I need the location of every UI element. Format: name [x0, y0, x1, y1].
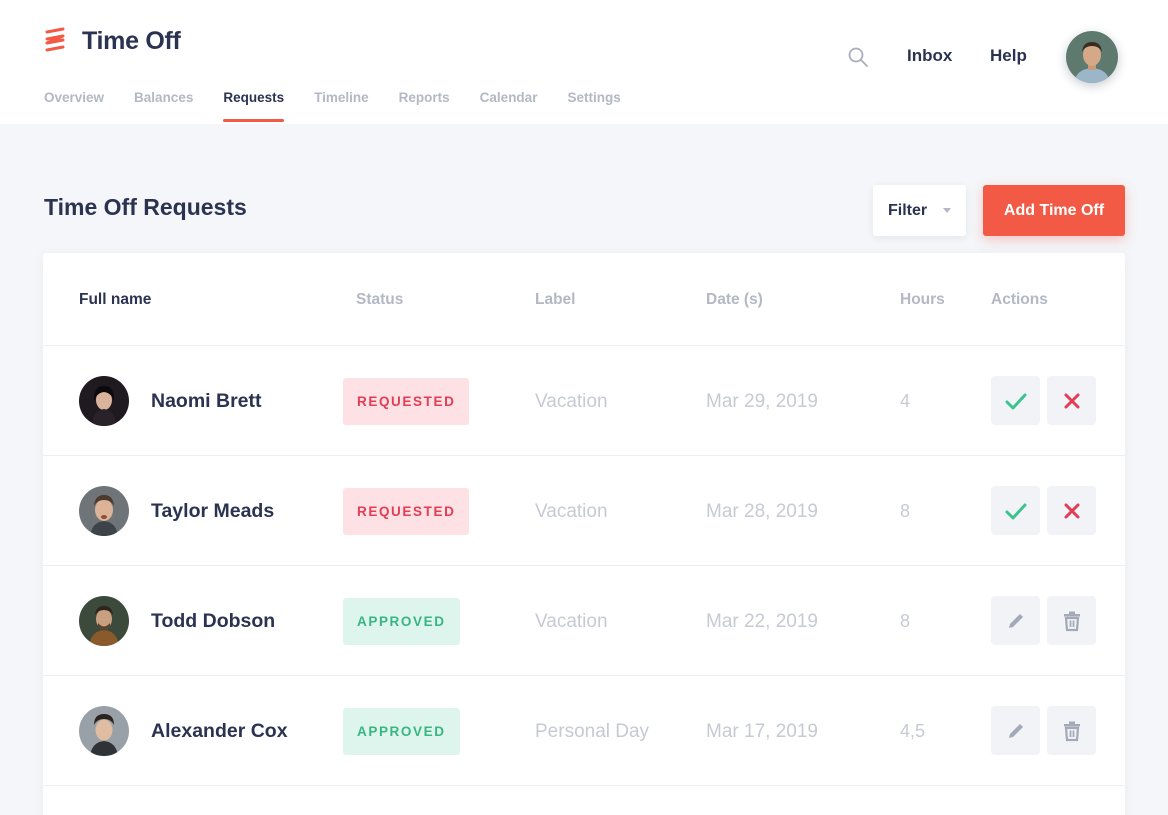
filter-button[interactable]: Filter — [873, 185, 966, 236]
close-icon — [1064, 393, 1079, 408]
filter-button-label: Filter — [888, 201, 928, 219]
tab-timeline[interactable]: Timeline — [314, 90, 369, 105]
row-hours: 4,5 — [900, 721, 926, 741]
avatar — [79, 706, 129, 756]
row-label: Personal Day — [535, 721, 650, 742]
reject-button[interactable] — [1047, 486, 1096, 535]
column-header-dates[interactable]: Date (s) — [706, 291, 763, 308]
column-header-status[interactable]: Status — [356, 291, 404, 308]
table-row[interactable]: Alexander Cox APPROVED Personal Day Mar … — [43, 675, 1125, 785]
close-icon — [1064, 503, 1079, 518]
app-title: Time Off — [82, 26, 181, 55]
status-badge: APPROVED — [343, 598, 460, 645]
approve-button[interactable] — [991, 486, 1040, 535]
checkmark-icon — [1005, 503, 1026, 519]
table-row[interactable]: Todd Dobson APPROVED Vacation Mar 22, 20… — [43, 565, 1125, 675]
row-label: Vacation — [535, 501, 608, 522]
tab-balances[interactable]: Balances — [134, 90, 194, 105]
edit-button[interactable] — [991, 706, 1040, 755]
requests-table: Full name Status Label Date (s) Hours Ac… — [43, 253, 1125, 815]
table-row[interactable]: Naomi Brett REQUESTED Vacation Mar 29, 2… — [43, 345, 1125, 455]
user-avatar-image — [1066, 31, 1118, 83]
row-label: Vacation — [535, 391, 608, 412]
page-title: Time Off Requests — [44, 194, 247, 220]
logo-mark-icon — [45, 27, 65, 52]
pencil-icon — [1008, 723, 1023, 738]
row-hours: 4 — [900, 391, 911, 411]
avatar — [79, 376, 129, 426]
help-link[interactable]: Help — [990, 46, 1027, 65]
tab-calendar[interactable]: Calendar — [479, 90, 538, 105]
inbox-link[interactable]: Inbox — [907, 46, 953, 65]
app-header: Time Off Overview Balances Requests Time… — [0, 0, 1168, 124]
trash-icon — [1063, 721, 1080, 741]
approve-button[interactable] — [991, 376, 1040, 425]
row-date: Mar 22, 2019 — [706, 611, 818, 632]
tab-overview[interactable]: Overview — [44, 90, 105, 105]
status-badge: REQUESTED — [343, 488, 470, 535]
tab-reports[interactable]: Reports — [398, 90, 450, 105]
user-avatar[interactable] — [1066, 31, 1118, 83]
reject-button[interactable] — [1047, 376, 1096, 425]
avatar — [79, 596, 129, 646]
pencil-icon — [1008, 613, 1023, 628]
row-date: Mar 28, 2019 — [706, 501, 818, 522]
row-full-name: Taylor Meads — [151, 500, 275, 522]
search-icon[interactable] — [846, 45, 870, 69]
app-logo[interactable]: Time Off — [44, 26, 181, 56]
row-date: Mar 29, 2019 — [706, 391, 818, 412]
delete-button[interactable] — [1047, 596, 1096, 645]
table-row[interactable]: Taylor Meads REQUESTED Vacation Mar 28, … — [43, 455, 1125, 565]
column-header-full-name[interactable]: Full name — [79, 291, 152, 308]
status-badge: APPROVED — [343, 708, 460, 755]
table-row-partial — [43, 785, 1125, 815]
trash-icon — [1063, 611, 1080, 631]
column-header-hours[interactable]: Hours — [900, 291, 945, 308]
column-header-label[interactable]: Label — [535, 291, 576, 308]
row-hours: 8 — [900, 501, 911, 521]
row-date: Mar 17, 2019 — [706, 721, 818, 742]
tab-settings[interactable]: Settings — [567, 90, 621, 105]
row-label: Vacation — [535, 611, 608, 632]
status-badge: REQUESTED — [343, 378, 470, 425]
main-nav: Overview Balances Requests Timeline Repo… — [44, 90, 651, 124]
caret-down-icon — [943, 208, 952, 213]
edit-button[interactable] — [991, 596, 1040, 645]
column-header-actions: Actions — [991, 291, 1048, 308]
avatar — [79, 486, 129, 536]
row-full-name: Naomi Brett — [151, 390, 262, 412]
tab-requests[interactable]: Requests — [223, 90, 284, 124]
row-hours: 8 — [900, 611, 911, 631]
row-full-name: Alexander Cox — [151, 720, 288, 742]
delete-button[interactable] — [1047, 706, 1096, 755]
row-full-name: Todd Dobson — [151, 610, 276, 632]
checkmark-icon — [1005, 393, 1026, 409]
add-time-off-button[interactable]: Add Time Off — [983, 185, 1125, 236]
